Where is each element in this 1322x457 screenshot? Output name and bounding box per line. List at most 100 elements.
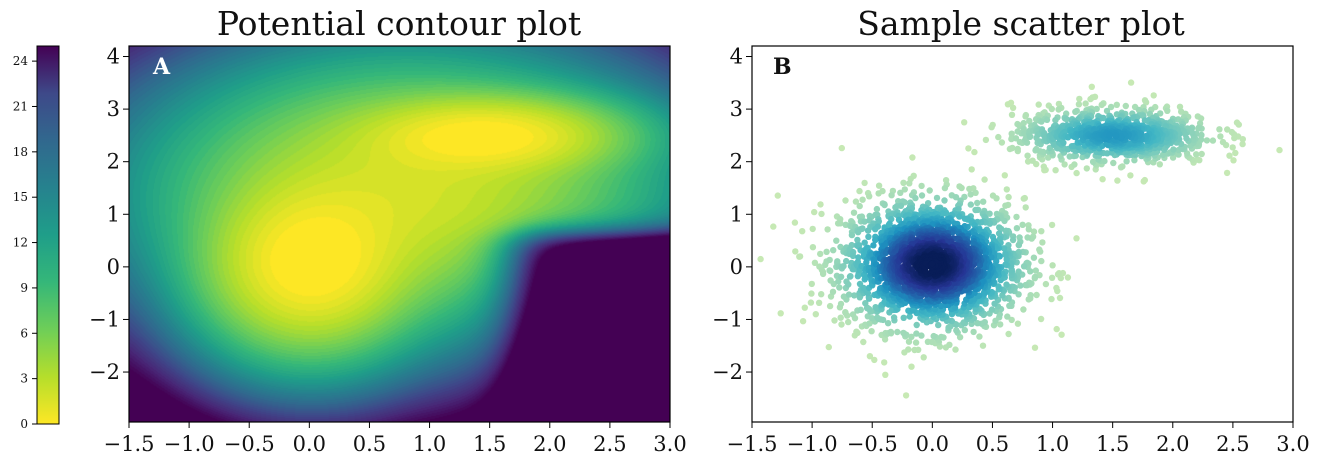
panel-a-ticks: −1.5 −1.0 −0.5 0.0 0.5 1.0 1.5 2.0 2.5 3.0 −2 −1 0 1 2…	[89, 45, 687, 456]
scatter-point	[967, 191, 974, 198]
scatter-point	[1203, 137, 1211, 144]
scatter-point	[1036, 246, 1043, 253]
scatter-point	[827, 267, 834, 275]
scatter-point	[1071, 161, 1078, 168]
scatter-point	[961, 215, 969, 222]
scatter-point	[1024, 152, 1031, 159]
scatter-point	[976, 333, 983, 340]
scatter-point	[1048, 295, 1055, 303]
scatter-point	[843, 296, 850, 303]
scatter-point	[1083, 165, 1091, 172]
scatter-point	[858, 262, 865, 270]
scatter-point	[861, 179, 868, 187]
scatter-point	[1032, 267, 1040, 274]
scatter-point	[997, 321, 1004, 328]
scatter-point	[1143, 132, 1150, 140]
scatter-point	[1033, 291, 1040, 299]
scatter-point	[980, 198, 987, 205]
scatter-point	[1219, 138, 1227, 146]
y-tick-label: 2	[730, 150, 743, 174]
scatter-point	[1216, 126, 1223, 133]
scatter-point	[900, 179, 907, 186]
scatter-point	[837, 220, 844, 227]
scatter-point	[933, 194, 941, 202]
scatter-point	[845, 291, 853, 298]
y-tick-label: 0	[107, 255, 120, 279]
scatter-point	[1089, 158, 1097, 165]
scatter-point	[1026, 117, 1033, 125]
scatter-point	[897, 189, 904, 196]
scatter-point	[861, 239, 868, 246]
colorbar-tick-label: 12	[13, 236, 28, 250]
scatter-point	[900, 314, 907, 321]
scatter-point	[1002, 202, 1009, 209]
scatter-point	[1054, 271, 1062, 278]
scatter-point	[1038, 118, 1045, 125]
x-tick-label: 3.0	[653, 432, 686, 456]
scatter-point	[1027, 292, 1034, 299]
x-tick-label: 0.0	[916, 432, 949, 456]
scatter-point	[930, 332, 937, 340]
scatter-point	[1042, 280, 1050, 288]
scatter-point	[941, 184, 949, 192]
scatter-point	[840, 263, 847, 270]
scatter-point	[1008, 111, 1016, 119]
scatter-point	[988, 306, 996, 313]
scatter-point	[1093, 105, 1100, 113]
scatter-point	[1005, 193, 1012, 201]
y-tick-label: 4	[107, 45, 120, 69]
x-tick-label: −0.5	[224, 432, 275, 456]
scatter-point	[1122, 102, 1130, 110]
scatter-point	[1020, 119, 1027, 127]
scatter-point	[854, 258, 862, 266]
colorbar-tick-label: 24	[13, 54, 29, 68]
scatter-point	[777, 310, 784, 317]
scatter-point	[1135, 106, 1143, 114]
scatter-point	[1063, 116, 1070, 123]
scatter-point	[900, 329, 907, 337]
scatter-point	[961, 326, 968, 334]
scatter-point	[1003, 186, 1010, 193]
scatter-point	[1053, 284, 1060, 292]
scatter-point	[831, 317, 838, 324]
scatter-point	[829, 288, 837, 295]
scatter-point	[915, 346, 922, 353]
scatter-point	[1049, 262, 1056, 269]
scatter-point	[1209, 137, 1217, 144]
scatter-point	[1013, 225, 1021, 232]
scatter-point	[757, 255, 764, 263]
scatter-point	[1127, 79, 1135, 86]
scatter-point	[838, 321, 845, 328]
scatter-point	[918, 192, 926, 199]
scatter-point	[1022, 113, 1029, 120]
scatter-point	[1141, 176, 1149, 184]
scatter-point	[770, 223, 777, 230]
scatter-point	[888, 192, 895, 199]
x-tick-label: 1.0	[413, 432, 446, 456]
scatter-point	[868, 315, 876, 322]
x-tick-label: 1.0	[1036, 432, 1069, 456]
scatter-point	[1113, 101, 1121, 109]
scatter-point	[1194, 156, 1201, 163]
scatter-point	[1033, 145, 1040, 153]
scatter-point	[826, 302, 834, 310]
scatter-point	[871, 356, 878, 364]
scatter-point	[847, 273, 854, 280]
scatter-point	[774, 192, 781, 199]
x-tick-label: 0.5	[976, 432, 1009, 456]
scatter-point	[887, 328, 895, 336]
scatter-point	[918, 332, 925, 339]
scatter-point	[879, 316, 887, 324]
scatter-point	[1198, 150, 1205, 158]
scatter-point	[1048, 274, 1056, 281]
x-tick-label: −0.5	[847, 432, 898, 456]
panel-a-frame	[128, 45, 671, 423]
scatter-point	[935, 321, 942, 329]
x-tick-label: 0.0	[293, 432, 326, 456]
scatter-point	[1230, 157, 1237, 164]
x-tick-label: 2.0	[1156, 432, 1189, 456]
scatter-point	[881, 336, 889, 343]
scatter-point	[1107, 103, 1115, 111]
colorbar-ticks: 0 3 6 9 12 15 18 21 24	[13, 54, 37, 431]
colorbar-tick-label: 21	[13, 99, 28, 113]
